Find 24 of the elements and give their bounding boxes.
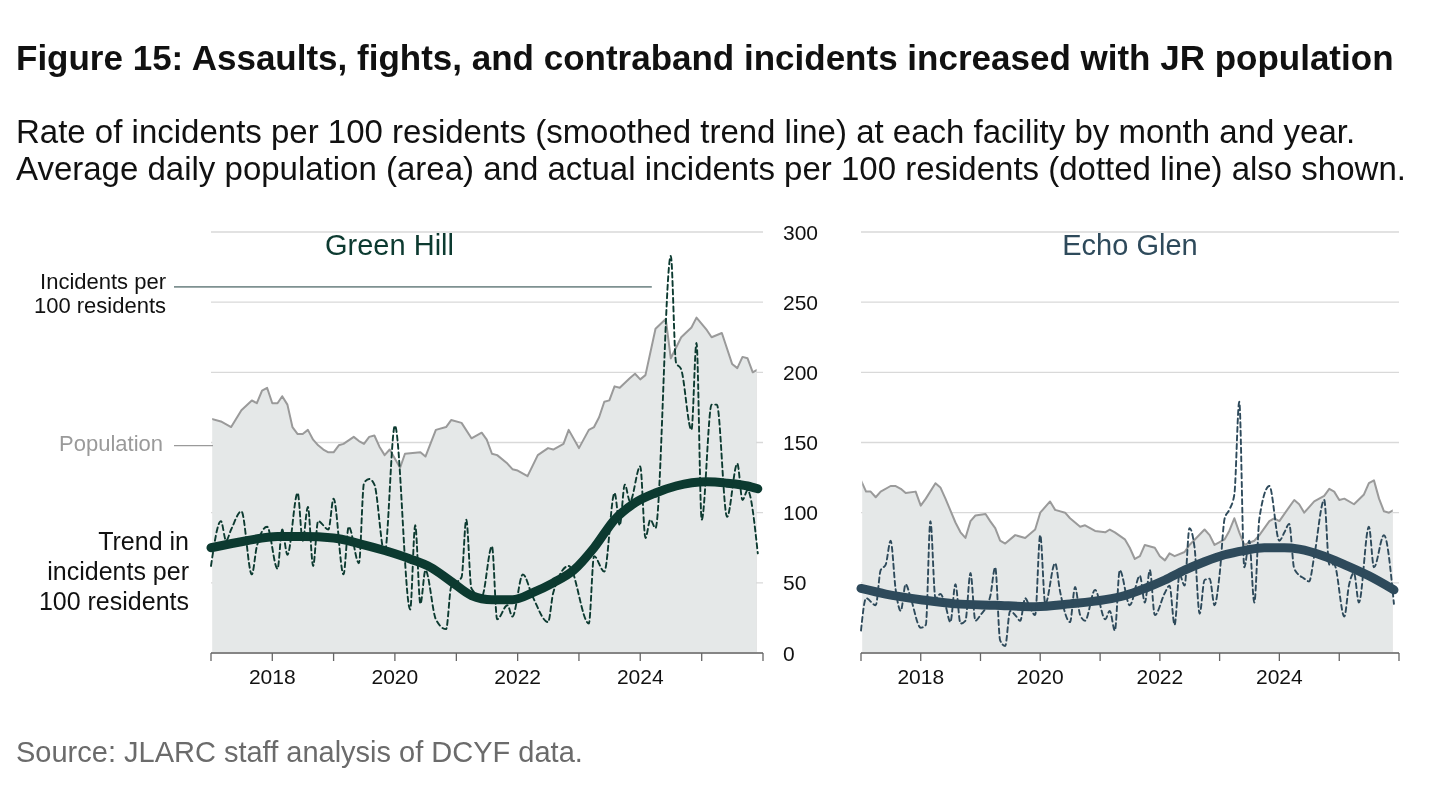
x-tick-label: 2022 — [494, 665, 542, 688]
y-tick-label: 100 — [783, 501, 819, 525]
y-tick-label: 250 — [783, 290, 819, 314]
y-tick-label: 150 — [783, 431, 819, 454]
legend-label: Population — [59, 431, 163, 457]
y-tick-label: 0 — [783, 641, 795, 665]
y-tick-label: 200 — [783, 360, 819, 384]
text: Incidents per 100 residents — [33, 268, 166, 318]
x-tick-label: 2024 — [616, 665, 664, 688]
y-tick-label: 300 — [783, 220, 819, 244]
series-label: Trend in incidents per 100 residents — [38, 527, 189, 616]
x-tick-label: 2022 — [1136, 665, 1184, 688]
x-tick-label: 2020 — [371, 665, 419, 688]
text: Rate of incidents per 100 residents (smoothed trend line) at each facility by month and year. Average daily population (area) and actual incidents per 100 residents (dotted line) also shown. — [16, 113, 1406, 187]
y-tick-label: 50 — [783, 571, 807, 595]
line-series — [210, 254, 759, 631]
x-tick-label: 2024 — [1255, 665, 1304, 688]
chart-title: Green Hill — [325, 229, 454, 261]
text: Figure 15: Assaults, fights, and contraband incidents increased with JR population — [16, 38, 1394, 77]
x-tick-label: 2020 — [1016, 665, 1064, 688]
x-tick-label: 2018 — [897, 665, 945, 688]
x-tick-label: 2018 — [248, 665, 296, 688]
chart-title: Echo Glen — [1062, 229, 1198, 261]
source-note: Source: JLARC staff analysis of DCYF data. — [16, 736, 583, 768]
